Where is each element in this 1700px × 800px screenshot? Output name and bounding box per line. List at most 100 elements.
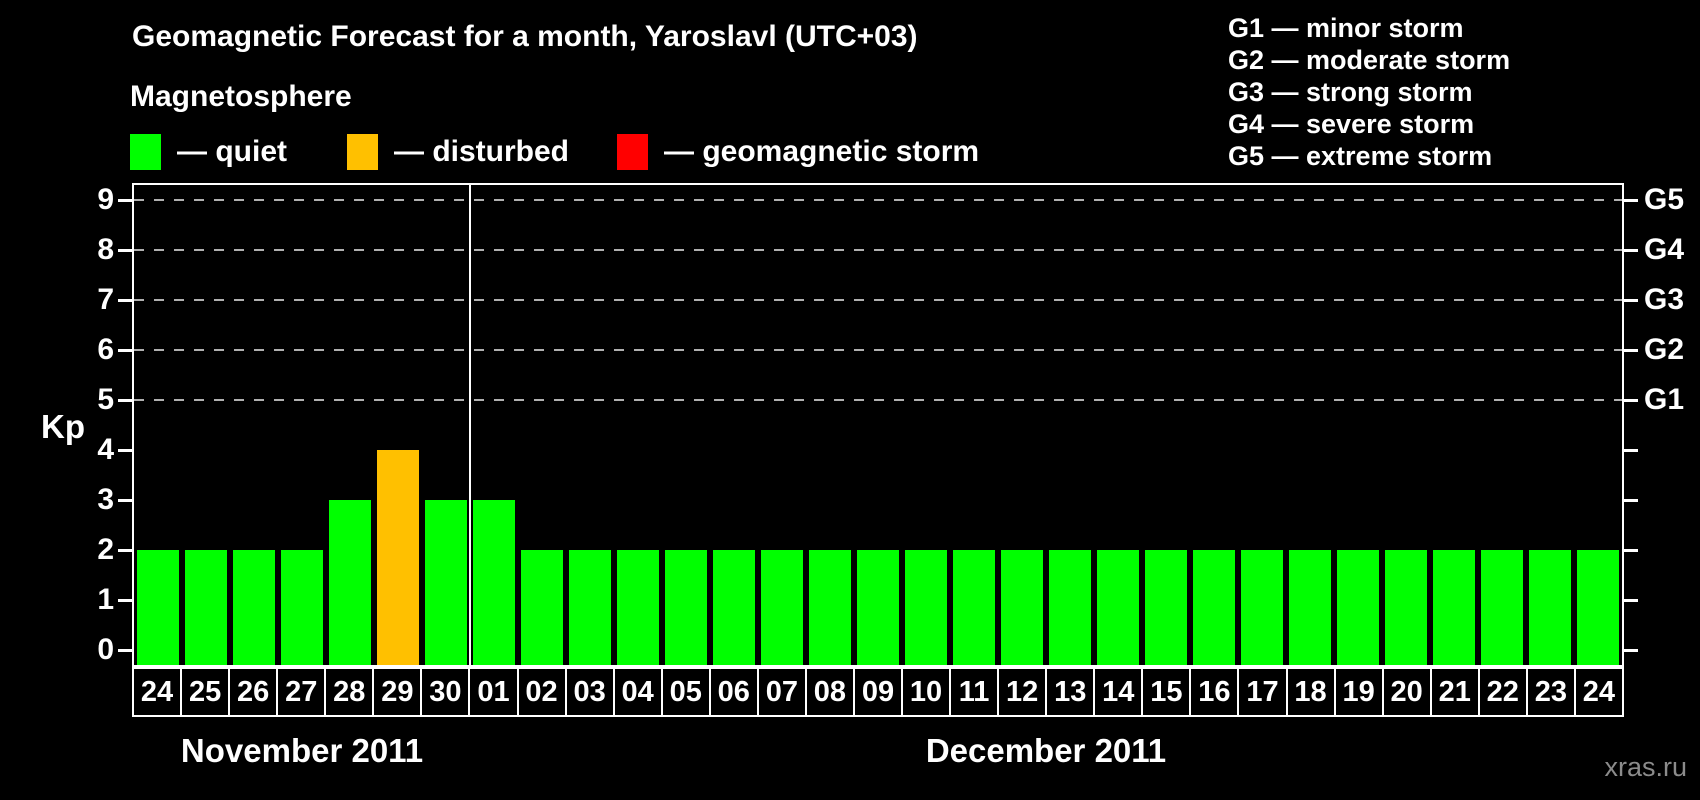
day-label-nov-28: 28 xyxy=(324,667,375,717)
y-tick-label-4: 4 xyxy=(97,433,114,466)
chart-title: Geomagnetic Forecast for a month, Yarosl… xyxy=(132,20,918,53)
y-tick-right-7 xyxy=(1624,299,1638,302)
legend-heading: Magnetosphere xyxy=(130,80,352,113)
y-tick-label-2: 2 xyxy=(97,533,114,566)
bar-dec-18 xyxy=(1289,550,1331,665)
month-label-november-2011: November 2011 xyxy=(180,732,424,769)
y-tick-left-8 xyxy=(118,249,132,252)
bar-dec-20 xyxy=(1385,550,1427,665)
day-label-dec-15: 15 xyxy=(1141,667,1192,717)
day-label-dec-19: 19 xyxy=(1333,667,1384,717)
bar-dec-01 xyxy=(473,500,515,665)
right-axis-label-g4: G4 xyxy=(1644,233,1685,266)
bar-dec-13 xyxy=(1049,550,1091,665)
legend-swatch-storm xyxy=(617,134,648,170)
day-label-nov-26: 26 xyxy=(228,667,279,717)
y-tick-left-3 xyxy=(118,499,132,502)
bar-nov-28 xyxy=(329,500,371,665)
bar-dec-19 xyxy=(1337,550,1379,665)
storm-scale-item-5: G5 — extreme storm xyxy=(1228,141,1493,171)
gridline-kp7 xyxy=(134,299,1622,301)
storm-scale-legend: G1 — minor storm G2 — moderate storm G3 — … xyxy=(1228,12,1510,172)
day-label-dec-01: 01 xyxy=(468,667,519,717)
day-label-dec-12: 12 xyxy=(997,667,1048,717)
legend-label-quiet: — quiet xyxy=(177,135,287,168)
month-label-december-2011: December 2011 xyxy=(925,732,1167,769)
day-label-dec-06: 06 xyxy=(708,667,759,717)
legend-label-storm: — geomagnetic storm xyxy=(664,135,980,168)
bar-dec-03 xyxy=(569,550,611,665)
day-label-dec-22: 22 xyxy=(1477,667,1528,717)
legend-swatch-disturbed xyxy=(347,134,378,170)
y-tick-right-2 xyxy=(1624,549,1638,552)
gridline-kp6 xyxy=(134,349,1622,351)
bar-dec-10 xyxy=(905,550,947,665)
legend-swatch-quiet xyxy=(130,134,161,170)
y-tick-right-0 xyxy=(1624,649,1638,652)
y-tick-label-5: 5 xyxy=(97,383,114,416)
bar-dec-06 xyxy=(713,550,755,665)
day-label-dec-14: 14 xyxy=(1093,667,1144,717)
bar-dec-22 xyxy=(1481,550,1523,665)
y-tick-label-0: 0 xyxy=(97,633,114,666)
bar-dec-08 xyxy=(809,550,851,665)
y-tick-left-9 xyxy=(118,199,132,202)
y-tick-left-4 xyxy=(118,449,132,452)
bar-dec-21 xyxy=(1433,550,1475,665)
x-axis-day-labels: 24 25 26 27 28 29 30 01 02 03 04 05 06 07 08 09 10 11 12 13… xyxy=(132,667,1624,717)
bar-dec-02 xyxy=(521,550,563,665)
bar-dec-15 xyxy=(1145,550,1187,665)
gridline-kp8 xyxy=(134,249,1622,251)
y-tick-label-9: 9 xyxy=(97,183,114,216)
y-tick-left-6 xyxy=(118,349,132,352)
gridline-kp9 xyxy=(134,199,1622,201)
day-label-dec-08: 08 xyxy=(804,667,855,717)
bar-dec-05 xyxy=(665,550,707,665)
day-label-dec-13: 13 xyxy=(1045,667,1096,717)
y-tick-left-1 xyxy=(118,599,132,602)
bar-dec-04 xyxy=(617,550,659,665)
right-axis-label-g1: G1 xyxy=(1644,383,1685,416)
day-label-dec-24: 24 xyxy=(1573,667,1624,717)
bar-nov-26 xyxy=(233,550,275,665)
bar-dec-24 xyxy=(1577,550,1619,665)
legend-item-quiet: — quiet xyxy=(130,134,287,170)
day-label-dec-23: 23 xyxy=(1525,667,1576,717)
y-tick-right-3 xyxy=(1624,499,1638,502)
y-tick-label-6: 6 xyxy=(97,333,114,366)
y-tick-right-5 xyxy=(1624,399,1638,402)
legend-item-storm: — geomagnetic storm xyxy=(617,134,979,170)
bar-nov-29 xyxy=(377,450,419,665)
day-label-nov-30: 30 xyxy=(420,667,471,717)
bar-dec-23 xyxy=(1529,550,1571,665)
y-tick-right-1 xyxy=(1624,599,1638,602)
y-tick-left-2 xyxy=(118,549,132,552)
bar-dec-09 xyxy=(857,550,899,665)
y-tick-left-5 xyxy=(118,399,132,402)
day-label-dec-09: 09 xyxy=(852,667,903,717)
day-label-nov-24: 24 xyxy=(132,667,183,717)
day-label-dec-16: 16 xyxy=(1189,667,1240,717)
day-label-dec-17: 17 xyxy=(1237,667,1288,717)
day-label-dec-11: 11 xyxy=(949,667,1000,717)
day-label-dec-21: 21 xyxy=(1429,667,1480,717)
plot-area xyxy=(132,183,1624,667)
bar-dec-14 xyxy=(1097,550,1139,665)
y-tick-label-7: 7 xyxy=(97,283,114,316)
y-tick-right-4 xyxy=(1624,449,1638,452)
y-tick-label-3: 3 xyxy=(97,483,114,516)
bar-nov-30 xyxy=(425,500,467,665)
day-label-dec-18: 18 xyxy=(1285,667,1336,717)
right-axis-label-g3: G3 xyxy=(1644,283,1685,316)
day-label-dec-20: 20 xyxy=(1381,667,1432,717)
day-label-dec-10: 10 xyxy=(901,667,952,717)
storm-scale-item-4: G4 — severe storm xyxy=(1228,109,1475,139)
day-label-dec-02: 02 xyxy=(516,667,567,717)
bar-dec-11 xyxy=(953,550,995,665)
gridline-kp5 xyxy=(134,399,1622,401)
bar-dec-16 xyxy=(1193,550,1235,665)
y-tick-left-0 xyxy=(118,649,132,652)
legend-item-disturbed: — disturbed xyxy=(347,134,569,170)
bar-dec-12 xyxy=(1001,550,1043,665)
